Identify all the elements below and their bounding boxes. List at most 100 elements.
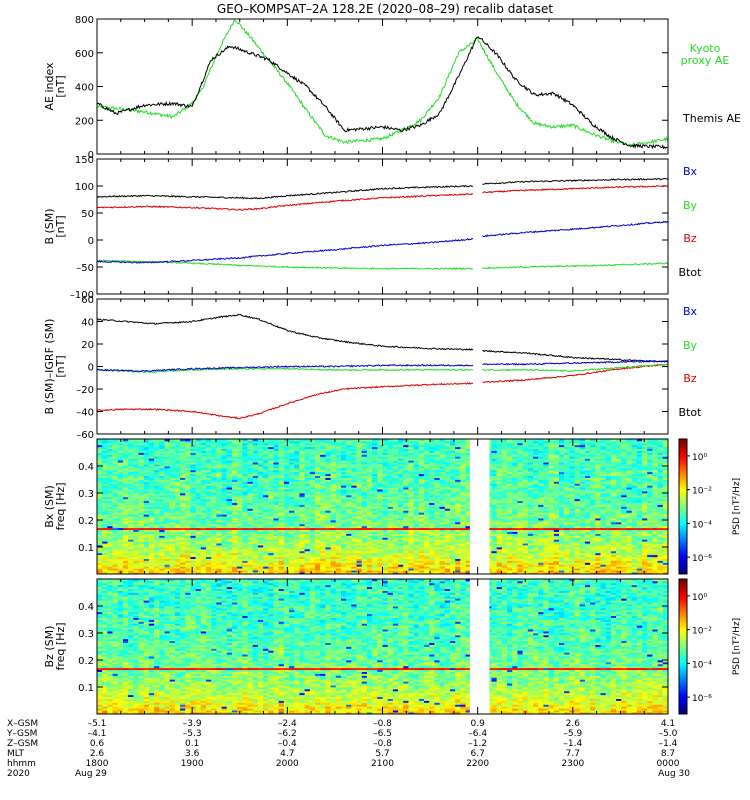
xaxis-value: –1.2 [468,739,487,749]
xaxis-value: –3.9 [183,719,202,729]
y-tick-label: 600 [75,49,94,60]
plot-frame [96,18,669,155]
series-line-btot [97,313,474,351]
xaxis-row-label: hhmm [7,759,36,769]
xaxis-value: –0.4 [278,739,297,749]
colorbar-frame [678,578,688,715]
xaxis-row-label: X–GSM [7,719,38,729]
series-line-bx [97,237,474,264]
xaxis-value: 2.6 [90,749,105,759]
y-tick-label: 150 [75,155,94,166]
y-tick-label: 0.2 [78,656,94,667]
xaxis-value: –2.4 [278,719,297,729]
legend-kyoto-2: proxy AE [681,54,730,67]
plot-frame [96,438,669,575]
series-line-by [482,363,668,373]
y-axis-label-line: B (SM) [43,208,56,244]
xaxis-value: 0000 [657,759,680,769]
y-tick-label: 60 [81,295,94,306]
legend-bx: Bx [683,305,698,318]
xaxis-value: 4.7 [280,749,294,759]
panel-2: –100 –50 0 50 100 150 B (SM)[nT] Bx By Bz Btot [43,155,702,301]
colorbar-label-text: PSD [nT²/Hz] [732,618,742,675]
spectrogram-cells [97,439,669,575]
xaxis-value: 7.7 [566,749,580,759]
xaxis-row-label: Y–GSM [6,729,37,739]
series-line-btot [97,184,474,200]
y-tick-label: 0 [88,363,94,374]
series-line-bz [97,381,474,420]
y-tick-label: 0.3 [78,489,94,500]
data-gap [469,579,490,714]
xaxis-value: 8.7 [661,749,675,759]
xaxis-value: 5.7 [375,749,389,759]
series-line-bx [482,220,668,238]
series-line-btot [482,349,668,363]
xaxis-value: –1.4 [659,739,678,749]
legend-themis: Themis AE [682,112,741,125]
y-tick-label: –20 [76,385,94,396]
xaxis-row-label: Z–GSM [7,739,38,749]
xaxis-value: –0.8 [373,739,392,749]
colorbar-tick-label: 10⁻⁴ [692,660,712,670]
figure-title: GEO–KOMPSAT–2A 128.2E (2020–08–29) recal… [217,2,553,16]
y-axis-label-line: [nT] [54,355,67,377]
y-axis-label-line: AE index [43,62,56,111]
y-tick-label: 800 [75,15,94,26]
y-axis-label-line: freq [Hz] [54,482,67,530]
y-tick-label: 0.3 [78,629,94,640]
xaxis-value: 4.1 [661,719,675,729]
y-axis-label-line: [nT] [54,75,67,97]
xaxis-value: 2000 [276,759,299,769]
y-tick-label: 0.4 [78,462,94,473]
series-line-by [97,367,473,374]
y-axis-label-line: Bz (SM) [43,626,56,668]
plot-area [97,159,668,294]
xaxis-value: 2.6 [566,719,581,729]
series-line-bz [482,363,668,384]
series-line-bx [482,359,668,366]
colorbar: 10⁰ 10⁻² 10⁻⁴ 10⁻⁶ PSD [nT²/Hz] [678,578,742,715]
series-line-by [482,262,668,270]
y-tick-label: 400 [75,83,94,94]
xaxis-value: –5.1 [88,719,107,729]
xaxis-value: –5.9 [563,729,582,739]
colorbar-tick-label: 10⁰ [692,593,707,603]
y-tick-label: 20 [81,340,94,351]
y-axis-label-line: B (SM)–IGRF (SM) [43,319,56,415]
xaxis-value: 0.6 [90,739,105,749]
colorbar-label-text: PSD [nT²/Hz] [732,478,742,535]
xaxis-value: 2100 [371,759,394,769]
xaxis-value: Aug 30 [658,769,690,779]
xaxis-value: 6.7 [471,749,485,759]
y-tick-label: 0 [88,236,94,247]
plot-frame [96,578,669,715]
xaxis-row-label: MLT [7,749,25,759]
y-axis-label-line: Bx (SM) [43,485,56,528]
y-tick-label: 0.1 [78,543,94,554]
xaxis-value: 0.1 [185,739,199,749]
y-tick-label: –40 [76,408,94,419]
xaxis-value: –5.0 [659,729,678,739]
xaxis-value: 2200 [466,759,489,769]
panel-4: 0.10.20.30.4Bx (SM)freq [Hz]10⁰10⁻²10⁻⁴1… [43,438,742,575]
xaxis-value: 1800 [86,759,109,769]
colorbar-tick-label: 10⁻² [692,487,712,497]
y-tick-label: 100 [75,182,94,193]
x-axis-table: X–GSM –5.1 –3.9 –2.4 –0.8 0.9 2.6 4.1 Y–GSM –4.1 –… [6,719,690,779]
xaxis-value: 0.9 [471,719,486,729]
plot-frame [96,158,669,295]
y-tick-label: 0.1 [78,683,94,694]
colorbar: 10⁰ 10⁻² 10⁻⁴ 10⁻⁶ PSD [nT²/Hz] [678,438,742,575]
y-tick-label: 0.2 [78,516,94,527]
y-axis-label-line: freq [Hz] [54,622,67,670]
y-tick-label: 0 [88,150,94,161]
legend-bz: Bz [683,232,697,245]
xaxis-value: 3.6 [185,749,200,759]
legend-btot: Btot [679,406,703,419]
xaxis-value: –6.5 [373,729,392,739]
colorbar-tick-label: 10⁰ [692,453,707,463]
colorbar-tick-label: 10⁻⁶ [692,694,712,704]
